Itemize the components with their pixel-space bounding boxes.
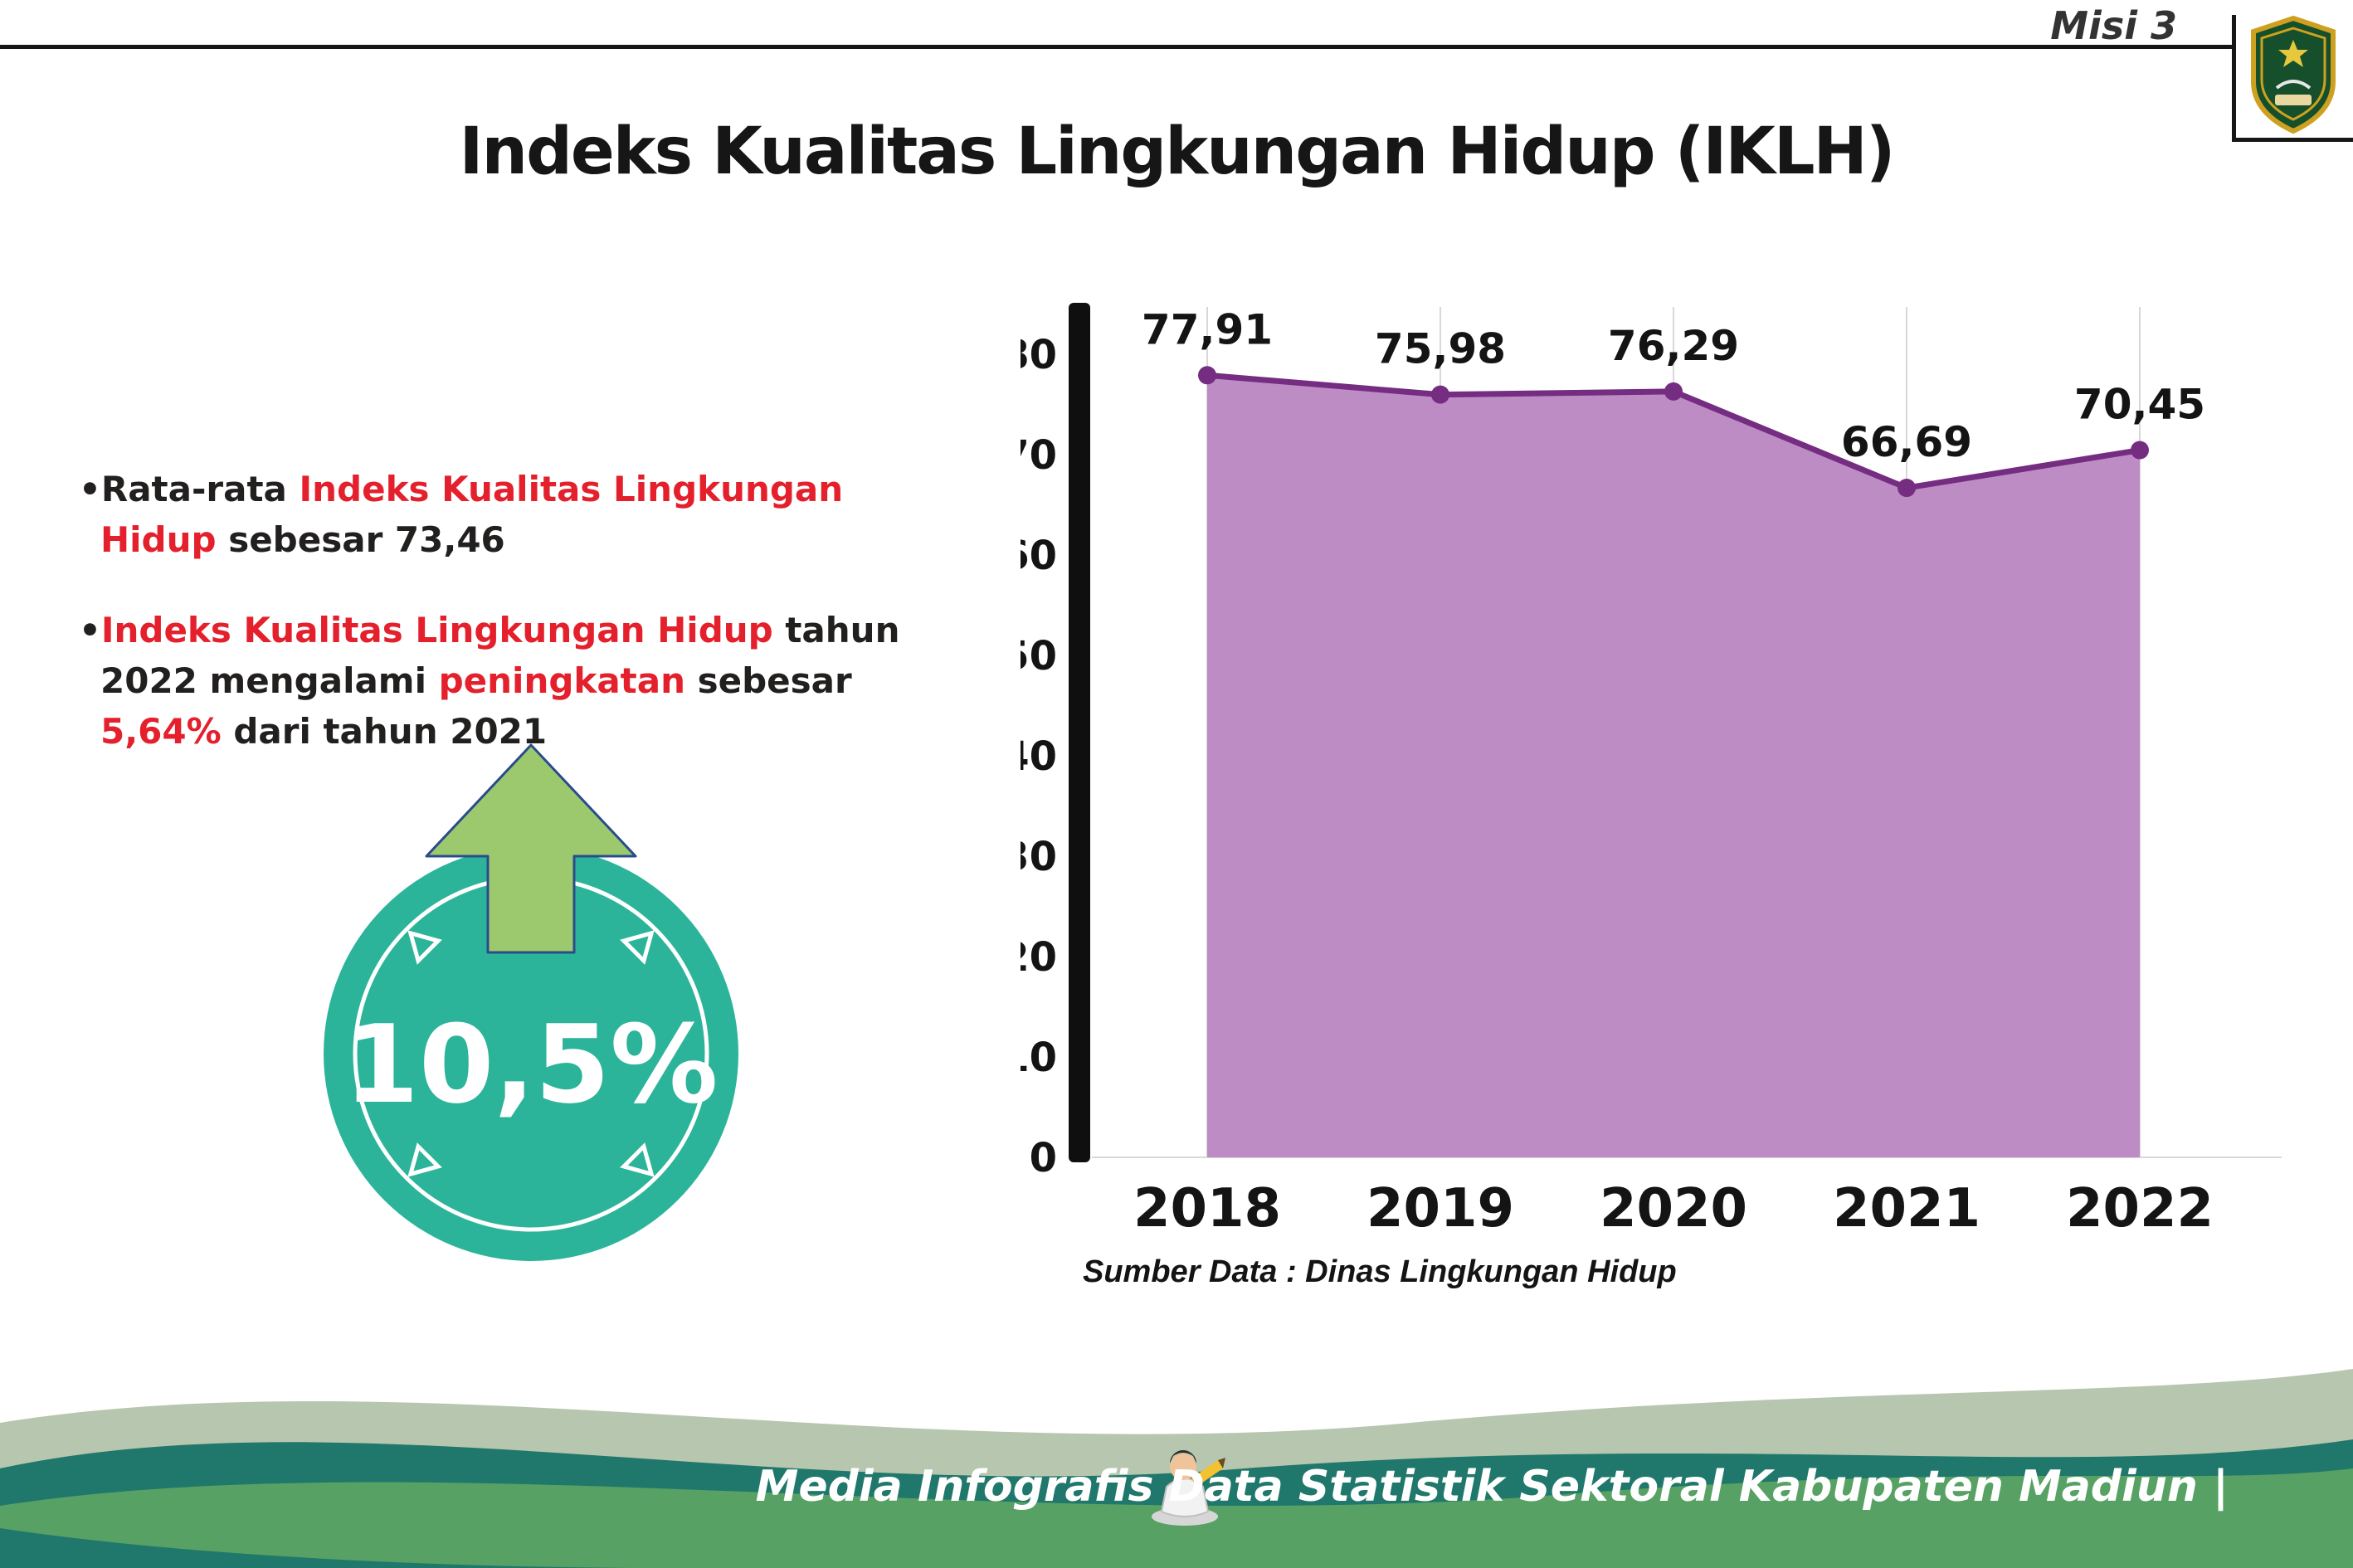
x-tick-label: 2020 — [1600, 1178, 1747, 1239]
writer-mascot-icon — [1143, 1435, 1226, 1527]
data-point — [1198, 366, 1216, 385]
data-point — [1431, 385, 1449, 404]
increase-badge: 10,5% — [315, 730, 747, 1278]
x-tick-label: 2022 — [2066, 1178, 2214, 1239]
badge-percentage: 10,5% — [343, 1001, 718, 1127]
y-tick-label: 20 — [1021, 934, 1057, 981]
y-tick-label: 30 — [1021, 834, 1057, 880]
y-tick-label: 0 — [1030, 1135, 1057, 1181]
up-arrow-icon — [425, 743, 637, 954]
bullet-item: •Indeks Kualitas Lingkungan Hidup tahun … — [79, 609, 900, 752]
misi-label: Misi 3 — [2050, 3, 2177, 48]
iklh-area-chart: 0 10 20 30 40 50 60 70 80 77,91 75,98 76,29 66,69 70,… — [1001, 290, 2331, 1327]
value-label: 70,45 — [2074, 381, 2205, 429]
x-tick-label: 2018 — [1133, 1178, 1281, 1239]
y-tick-label: 40 — [1021, 733, 1057, 780]
y-tick-label: 60 — [1021, 533, 1057, 579]
logo-frame-horizontal-line — [2232, 138, 2353, 142]
x-tick-label: 2021 — [1833, 1178, 1980, 1239]
kabupaten-madiun-crest-icon — [2245, 12, 2341, 134]
y-axis — [1069, 303, 1090, 1162]
page-title: Indeks Kualitas Lingkungan Hidup (IKLH) — [459, 114, 1896, 189]
y-tick-label: 80 — [1021, 332, 1057, 378]
logo-frame-vertical-line — [2232, 15, 2236, 141]
y-tick-label: 50 — [1021, 633, 1057, 679]
y-tick-label: 10 — [1021, 1035, 1057, 1081]
value-label: 66,69 — [1841, 418, 1972, 466]
value-label: 77,91 — [1142, 305, 1273, 353]
bullet-item: •Rata-rata Indeks Kualitas Lingkungan Hi… — [79, 469, 844, 560]
data-source-caption: Sumber Data : Dinas Lingkungan Hidup — [1083, 1254, 1677, 1289]
data-point — [1664, 382, 1683, 401]
x-tick-label: 2019 — [1366, 1178, 1514, 1239]
value-label: 76,29 — [1608, 322, 1739, 370]
value-label: 75,98 — [1375, 325, 1506, 373]
top-divider-line — [0, 45, 2232, 49]
y-tick-label: 70 — [1021, 432, 1057, 479]
badge-triangle-marks — [407, 930, 655, 1177]
bullet-list: •Rata-rata Indeks Kualitas Lingkungan Hi… — [79, 465, 958, 796]
data-point — [1898, 479, 1916, 498]
area-fill — [1207, 375, 2140, 1157]
data-point — [2131, 441, 2149, 460]
footer-caption: Media Infografis Data Statistik Sektoral… — [755, 1462, 2229, 1512]
